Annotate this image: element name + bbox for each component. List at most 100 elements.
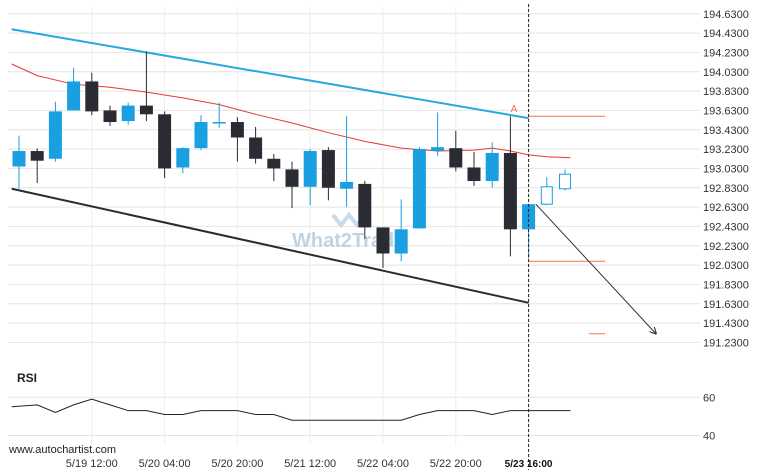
rsi-label: RSI — [17, 371, 37, 385]
price-axis: 194.6300 194.4300 194.2300 194.0300 193.8300… — [703, 9, 749, 443]
candle-body — [340, 181, 354, 189]
time-tick-label: 5/22 04:00 — [357, 458, 409, 470]
candle-body — [48, 111, 62, 159]
candle — [48, 101, 62, 162]
time-tick-label: 5/20 20:00 — [211, 458, 263, 470]
candle-body — [176, 148, 190, 168]
price-tick-label: 192.4300 — [703, 221, 749, 233]
candle-body — [467, 167, 481, 181]
projection — [535, 203, 656, 334]
price-tick-label: 191.2300 — [703, 337, 749, 349]
candle-body — [285, 169, 299, 187]
candle-body — [376, 227, 390, 254]
price-tick-label: 194.0300 — [703, 67, 749, 79]
candle-body — [139, 105, 153, 115]
candle — [67, 67, 81, 111]
candle — [267, 153, 281, 181]
price-tick-label: 192.8300 — [703, 183, 749, 195]
candle-body — [503, 152, 517, 230]
candlesticks — [12, 51, 571, 268]
projection-arrow — [535, 203, 656, 334]
rsi-tick-label: 60 — [703, 392, 715, 404]
time-tick-label: 5/21 12:00 — [284, 458, 336, 470]
level-lines: A — [511, 104, 606, 335]
candle-body — [12, 151, 26, 167]
candle — [212, 102, 226, 128]
candle — [449, 130, 463, 172]
price-tick-label: 193.0300 — [703, 163, 749, 175]
candle — [485, 142, 499, 188]
candle-body — [67, 81, 81, 111]
price-tick-label: 191.8300 — [703, 279, 749, 291]
current-time-label: 5/23 16:00 — [505, 459, 553, 470]
channel-lower-line — [11, 187, 529, 304]
price-tick-label: 194.4300 — [703, 28, 749, 40]
candle-body — [449, 148, 463, 168]
candle — [467, 152, 481, 186]
candle — [103, 105, 117, 126]
candle-body — [85, 81, 99, 112]
candle-body — [121, 105, 135, 122]
price-tick-label: 193.8300 — [703, 86, 749, 98]
candle — [431, 112, 445, 156]
candle-body — [30, 151, 44, 161]
candle-body — [412, 149, 426, 229]
candle-body — [212, 122, 226, 124]
candle — [158, 111, 172, 179]
candle — [376, 227, 390, 268]
price-tick-label: 192.0300 — [703, 260, 749, 272]
price-tick-label: 193.4300 — [703, 125, 749, 137]
candle-body — [267, 158, 281, 169]
candle — [540, 177, 553, 206]
grid-lines — [8, 7, 700, 445]
rsi-tick-label: 40 — [703, 430, 715, 442]
candle-body — [194, 122, 208, 149]
candle — [194, 115, 208, 151]
candle-body — [394, 229, 408, 254]
candle — [321, 147, 335, 201]
candle-body — [158, 114, 172, 169]
candle — [249, 126, 263, 164]
time-axis: 5/19 12:00 5/20 04:00 5/20 20:00 5/21 12:00… — [66, 458, 553, 470]
price-tick-label: 194.6300 — [703, 9, 749, 21]
candle — [394, 199, 408, 262]
candle-body — [103, 110, 117, 123]
candle — [412, 147, 426, 229]
candle — [176, 147, 190, 174]
level-label: A — [511, 104, 518, 115]
price-tick-label: 193.2300 — [703, 144, 749, 156]
candle-body — [431, 147, 445, 152]
candle-body — [559, 173, 571, 190]
candle-body — [540, 186, 553, 205]
channel-upper-line — [11, 28, 529, 120]
candle — [358, 181, 372, 239]
candle — [30, 148, 44, 183]
price-tick-label: 194.2300 — [703, 47, 749, 59]
candle-body — [358, 183, 372, 228]
candle — [340, 116, 354, 208]
rsi-line — [11, 398, 571, 421]
candle-body — [230, 122, 244, 138]
candle — [285, 161, 299, 209]
candle — [12, 135, 26, 189]
candle-body — [485, 152, 499, 181]
price-tick-label: 192.2300 — [703, 241, 749, 253]
time-tick-label: 5/19 12:00 — [66, 458, 118, 470]
price-tick-label: 191.4300 — [703, 318, 749, 330]
candle — [139, 51, 153, 122]
candle — [121, 102, 135, 125]
candle — [230, 117, 244, 162]
candle — [85, 72, 99, 116]
trend-channel — [11, 28, 529, 304]
candle — [559, 169, 571, 191]
candle-body — [321, 150, 335, 188]
rsi-panel: RSI — [11, 371, 571, 421]
price-tick-label: 192.6300 — [703, 202, 749, 214]
candle — [503, 116, 517, 257]
source-label: www.autochartist.com — [8, 444, 116, 456]
time-tick-label: 5/22 20:00 — [430, 458, 482, 470]
candle-body — [303, 151, 317, 187]
time-tick-label: 5/20 04:00 — [139, 458, 191, 470]
candle-body — [249, 137, 263, 159]
